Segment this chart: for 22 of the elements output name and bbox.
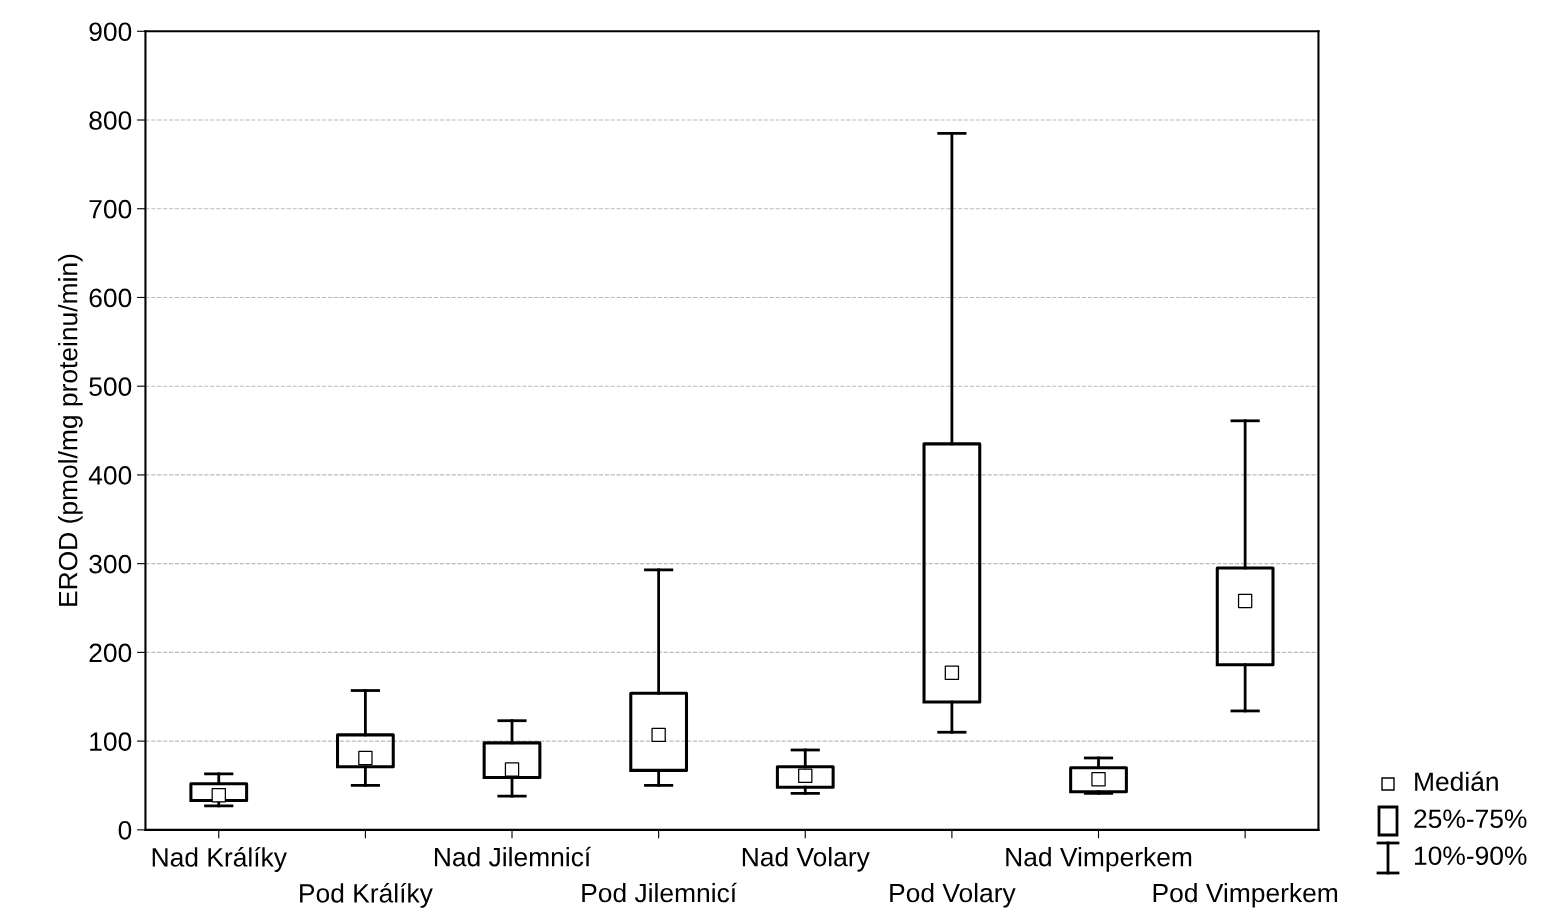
text: 10%-90%: [1415, 846, 1527, 866]
x-tick-label: Pod Králíky: [300, 882, 433, 908]
y-tick-label: 500: [89, 377, 132, 397]
y-axis-title: EROD (pmol/mg proteinu/min): [58, 254, 83, 606]
y-tick-label: 300: [89, 554, 132, 574]
y-tick-label: 400: [88, 466, 132, 485]
x-tick-label: Pod Vimperkem: [1153, 882, 1338, 908]
y-tick-label: 900: [89, 22, 132, 42]
y-tick-label: 600: [89, 288, 132, 308]
y-tick-label: 700: [89, 199, 132, 219]
x-tick-label: Pod Jilemnicí: [582, 882, 737, 903]
y-tick-label: 200: [89, 643, 132, 663]
x-tick-label: Pod Volary: [890, 882, 1016, 908]
y-tick-label: 0: [118, 820, 132, 840]
text: Medián: [1415, 771, 1498, 792]
x-tick-label: Nad Králíky: [152, 847, 287, 872]
y-tick-label: 100: [90, 732, 132, 751]
x-tick-label: Nad Volary: [742, 847, 870, 872]
y-tick-label: 800: [89, 111, 132, 130]
x-tick-label: Nad Jilemnicí: [434, 846, 592, 867]
x-tick-label: Nad Vimperkem: [1006, 847, 1192, 872]
text: 25%-75%: [1414, 809, 1527, 829]
